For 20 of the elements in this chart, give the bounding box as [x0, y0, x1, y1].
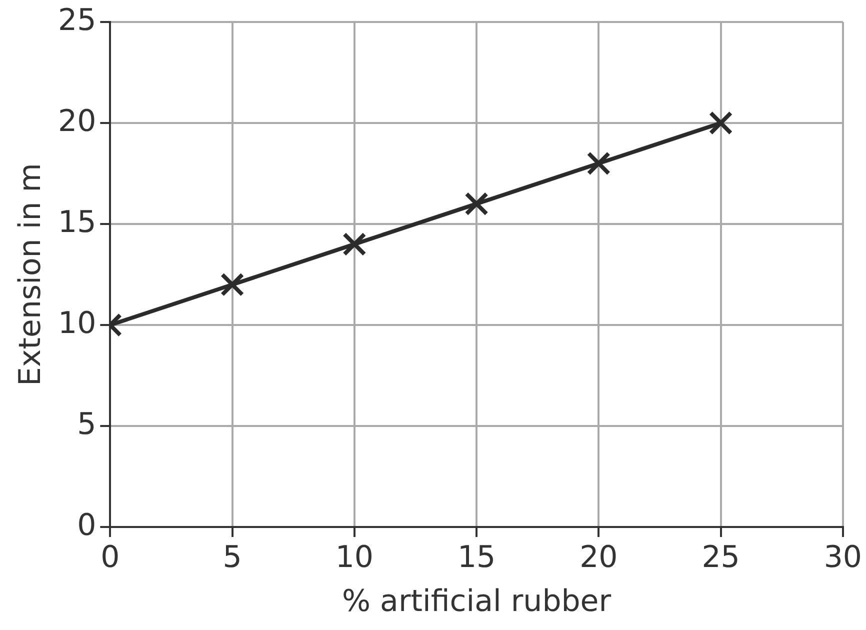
point: [586, 152, 611, 176]
y-tick-label: 20: [58, 104, 96, 139]
y-tick-label: 5: [77, 406, 96, 442]
x-tick-label: 5: [222, 540, 242, 575]
x-tick-label: 20: [580, 540, 618, 575]
x-tick-label: 10: [335, 540, 374, 575]
y-axis-title: Extension in m: [12, 163, 48, 386]
point: [464, 192, 488, 216]
y-tick-label: 0: [77, 508, 96, 543]
y-tick-label: 15: [58, 204, 96, 240]
point: [342, 232, 366, 256]
x-axis-title: % artificial rubber: [342, 584, 612, 619]
x-tick-label: 30: [824, 540, 862, 575]
x-tick-label: 0: [100, 540, 120, 575]
x-tick-label: 15: [457, 540, 496, 575]
y-tick-label: 10: [58, 306, 96, 341]
y-tick-label: 25: [58, 2, 96, 38]
point: [220, 272, 244, 296]
x-tick-label: 25: [702, 540, 740, 575]
point: [708, 111, 733, 135]
